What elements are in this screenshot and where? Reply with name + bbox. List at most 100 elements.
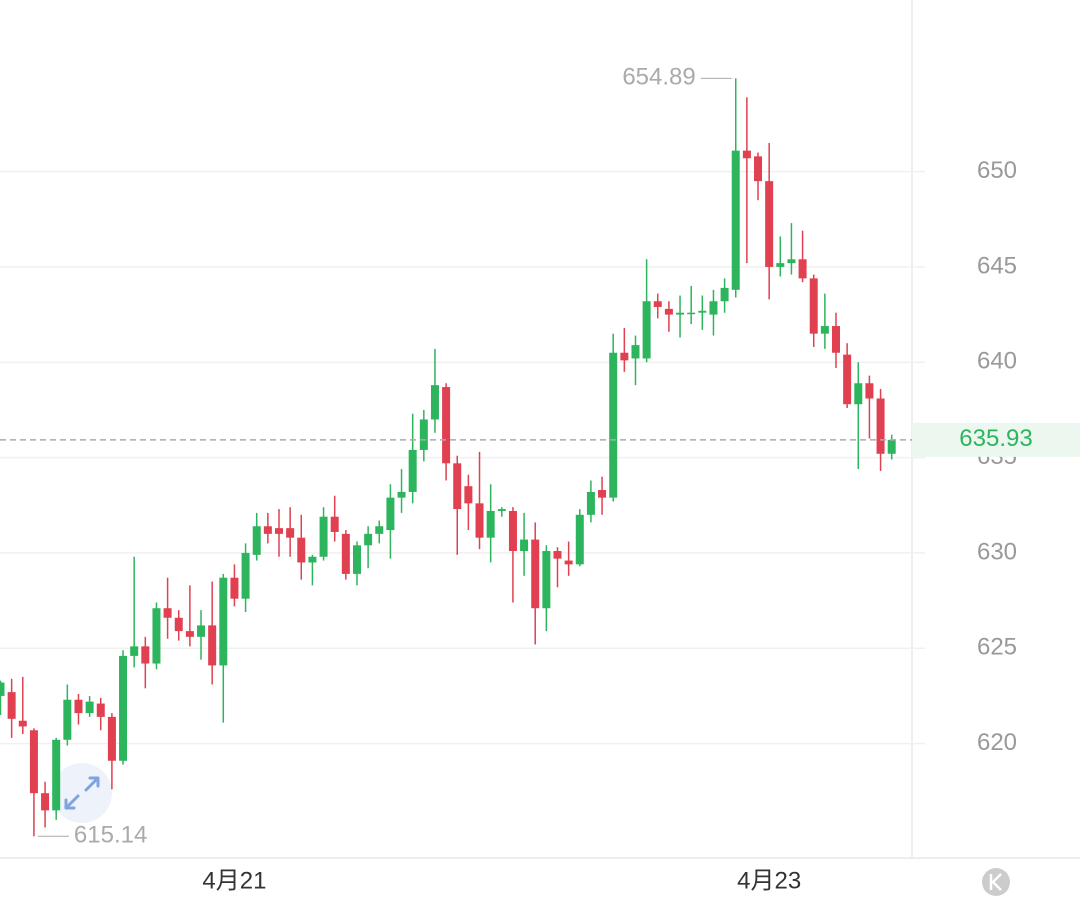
candle-body	[7, 692, 16, 719]
candle-body	[787, 259, 796, 264]
candle-body	[141, 646, 150, 664]
x-tick-label: 4月23	[737, 867, 801, 894]
candle-body	[820, 326, 829, 334]
y-tick-label: 645	[977, 252, 1017, 279]
candle-body	[497, 509, 506, 511]
candle-body	[531, 539, 540, 609]
candle-body	[308, 556, 317, 563]
candle-body	[709, 301, 718, 315]
candle-body	[419, 419, 428, 450]
k-icon[interactable]	[982, 868, 1010, 896]
candle-body	[464, 486, 473, 504]
candle-body	[219, 577, 228, 666]
candle-body	[397, 491, 406, 498]
candle-body	[185, 631, 194, 637]
candle-body	[364, 533, 373, 546]
candle-body	[564, 560, 573, 565]
y-tick-label: 620	[977, 729, 1017, 756]
candle-body	[319, 516, 328, 557]
k-icon-bg[interactable]	[982, 868, 1010, 896]
candle-body	[508, 510, 517, 552]
candle-body	[631, 345, 640, 359]
candle-body	[386, 497, 395, 531]
candle-body	[29, 730, 38, 794]
candle-body	[542, 551, 551, 609]
candle-body	[676, 312, 685, 315]
candle-body	[720, 287, 729, 302]
candle-body	[85, 701, 94, 714]
candle-body	[163, 608, 172, 618]
candle-body	[297, 537, 306, 563]
candle-body	[375, 526, 384, 534]
candle-body	[731, 150, 740, 290]
candle-body	[197, 625, 206, 637]
candle-body	[119, 655, 128, 761]
y-tick-label: 625	[977, 634, 1017, 661]
k-glyph[interactable]	[989, 873, 1002, 891]
candle-body	[887, 439, 896, 454]
x-tick-label: 4月21	[202, 867, 266, 894]
candle-body	[41, 793, 50, 811]
candle-body	[341, 533, 350, 574]
candle-body	[252, 526, 261, 555]
max-label: 654.89	[622, 64, 695, 91]
candle-body	[330, 516, 339, 532]
candle-body	[798, 259, 807, 279]
candle-body	[642, 301, 651, 359]
candle-body	[865, 383, 874, 399]
candle-body	[286, 528, 295, 538]
candle-body	[442, 387, 451, 464]
candle-body	[241, 552, 250, 599]
last-price-bg	[912, 422, 1080, 457]
candle-body	[653, 301, 662, 307]
candle-body	[430, 385, 439, 420]
candle-body	[620, 352, 629, 361]
candle-body	[408, 449, 417, 492]
candle-body	[18, 720, 27, 727]
last-price-label: 635.93	[959, 425, 1032, 452]
y-tick-label: 650	[977, 157, 1017, 184]
candle-body	[832, 326, 840, 353]
expand-icon[interactable]	[52, 763, 112, 823]
candle-body	[96, 703, 105, 717]
y-tick-label: 640	[977, 348, 1017, 375]
candle-body	[586, 491, 595, 515]
candle-body	[152, 608, 161, 664]
min-label: 615.14	[74, 822, 147, 849]
candle-body	[698, 310, 707, 313]
candle-body	[52, 739, 61, 811]
candle-body	[230, 577, 239, 599]
candle-body	[609, 352, 618, 498]
candle-body	[742, 150, 751, 159]
candle-body	[475, 503, 484, 538]
y-tick-label: 630	[977, 538, 1017, 565]
candle-body	[876, 398, 885, 454]
candle-body	[74, 699, 83, 714]
candle-body	[664, 308, 673, 315]
candle-body	[553, 551, 562, 559]
candle-body	[275, 528, 283, 534]
candle-body	[486, 510, 495, 538]
candle-body	[809, 278, 818, 334]
expand-arrows[interactable]	[64, 776, 100, 810]
candle-body	[174, 617, 183, 632]
candle-body	[575, 514, 584, 565]
candle-body	[263, 526, 272, 534]
candle-body	[352, 545, 361, 574]
candle-body	[453, 463, 462, 510]
candle-body	[754, 156, 763, 182]
candle-body	[130, 646, 139, 656]
candle-body	[843, 354, 852, 405]
candle-body	[687, 312, 696, 315]
candle-body	[776, 263, 785, 267]
candle-body	[598, 490, 607, 498]
candle-body	[520, 539, 529, 552]
candle-body	[0, 682, 5, 696]
candle-body	[765, 181, 774, 267]
candle-body	[208, 625, 217, 666]
expand-icon-bg[interactable]	[52, 763, 112, 823]
candle-body	[63, 699, 72, 740]
candle-body	[107, 716, 116, 761]
candle-body	[854, 383, 863, 405]
